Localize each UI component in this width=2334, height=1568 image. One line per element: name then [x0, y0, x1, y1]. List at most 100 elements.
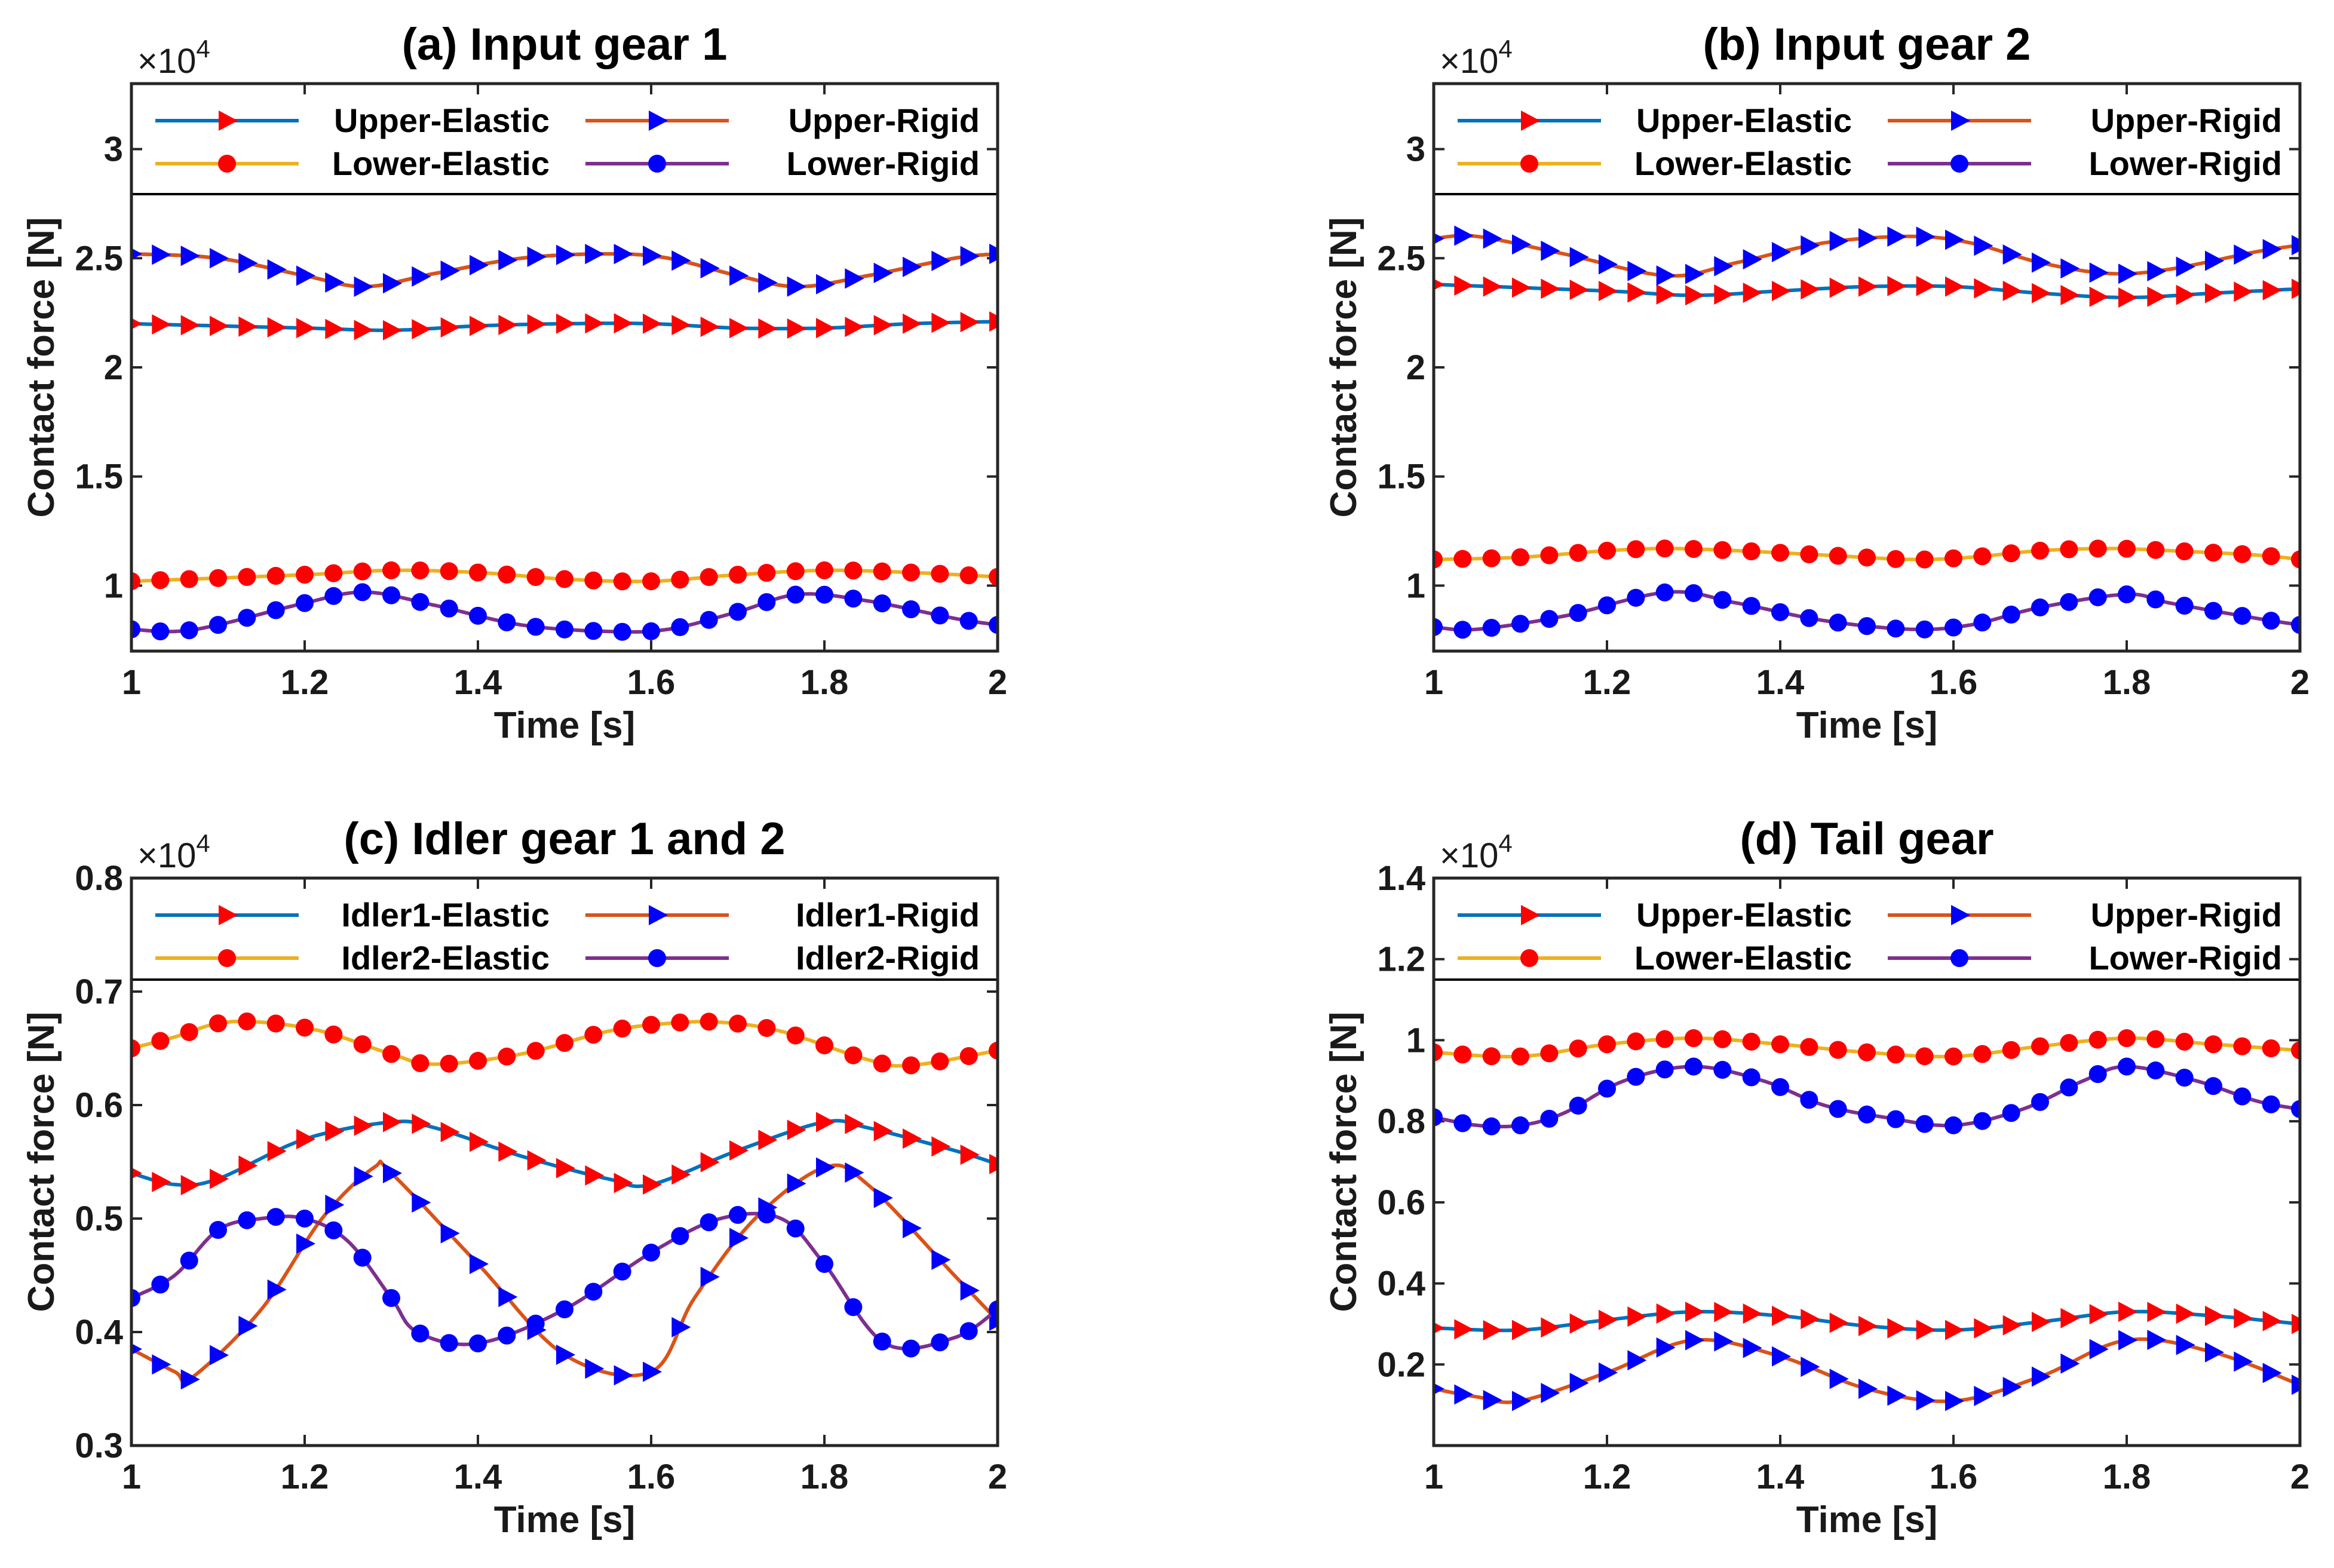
data-point: [498, 1326, 516, 1345]
data-point: [2118, 1057, 2136, 1076]
data-point: [210, 1168, 229, 1189]
data-point: [1829, 547, 1847, 565]
data-point: [1685, 1029, 1703, 1048]
data-point: [470, 254, 489, 275]
data-point: [152, 314, 171, 335]
data-point: [757, 593, 776, 611]
data-point: [1916, 275, 1936, 296]
data-point: [1714, 1331, 1734, 1352]
data-point: [614, 1365, 633, 1386]
data-point: [1627, 1350, 1647, 1371]
data-point: [1945, 1116, 1962, 1134]
data-point: [1685, 584, 1703, 602]
x-tick-label: 1.4: [1756, 1457, 1805, 1496]
data-point: [1945, 276, 1964, 297]
y-tick-label: 0.3: [75, 1426, 123, 1465]
data-point: [931, 312, 951, 333]
data-point: [1771, 1035, 1789, 1054]
data-point: [729, 603, 747, 621]
data-point: [786, 585, 805, 604]
data-point: [2002, 1104, 2020, 1122]
data-point: [1656, 284, 1676, 305]
data-point: [643, 313, 662, 334]
data-point: [1685, 1330, 1704, 1351]
data-point: [440, 599, 458, 618]
data-point: [238, 1315, 258, 1336]
series-upper-elastic: [1434, 1302, 2300, 1340]
data-point: [902, 563, 920, 582]
data-point: [1829, 231, 1849, 251]
y-tick-label: 2: [1406, 348, 1425, 387]
data-point: [1916, 1320, 1936, 1340]
data-point: [1771, 544, 1789, 562]
data-point: [2292, 1314, 2300, 1334]
axes-box: [130, 876, 999, 1447]
legend-entry-2: Upper-Rigid: [585, 102, 980, 139]
data-point: [2175, 1069, 2194, 1087]
data-point: [903, 256, 922, 277]
data-point: [2262, 280, 2282, 300]
data-point: [1655, 1030, 1674, 1048]
data-point: [1915, 550, 1934, 569]
data-point: [787, 1119, 806, 1140]
data-point: [960, 312, 980, 333]
data-point: [1973, 613, 1992, 632]
data-point: [1434, 232, 1444, 244]
data-point: [1434, 1383, 1444, 1395]
data-point: [2146, 541, 2165, 559]
data-point: [903, 313, 922, 334]
data-point: [151, 1275, 170, 1294]
y-tick-label: 1.5: [75, 458, 123, 496]
data-point: [729, 265, 749, 286]
data-point: [1483, 276, 1502, 297]
data-point: [1772, 1305, 1791, 1326]
series-line: [1434, 590, 2300, 632]
data-point: [1511, 1116, 1529, 1134]
data-point: [1887, 226, 1907, 247]
x-tick-label: 1: [122, 1457, 141, 1496]
legend-entry-3: Lower-Elastic: [1458, 145, 1852, 182]
data-point: [131, 620, 140, 639]
y-tick-label: 0.6: [1377, 1183, 1425, 1222]
y-axis-label: Contact force [N]: [1323, 1012, 1364, 1312]
data-point: [151, 571, 170, 590]
series-upper-elastic: [1434, 275, 2300, 308]
data-point: [989, 616, 998, 634]
data-point: [931, 606, 949, 625]
data-point: [1598, 1079, 1616, 1098]
data-point: [931, 1249, 951, 1270]
y-tick-label: 0.4: [1377, 1265, 1425, 1303]
data-point: [2060, 258, 2080, 279]
legend-entry-3: Lower-Elastic: [1458, 939, 1852, 977]
data-point: [131, 1167, 142, 1179]
data-point: [354, 1115, 373, 1136]
legend-entry-2: Upper-Rigid: [1888, 896, 2282, 934]
data-point: [1599, 1309, 1618, 1330]
data-point: [2118, 539, 2136, 558]
data-point: [642, 572, 660, 591]
data-point: [1771, 603, 1789, 621]
series-layer: [1434, 1029, 2300, 1411]
data-point: [324, 1025, 343, 1044]
y-tick-label: 1: [104, 566, 123, 605]
data-point: [1454, 1384, 1474, 1405]
data-point: [959, 566, 978, 585]
x-tick-label: 1.6: [1930, 663, 1978, 702]
data-point: [2204, 544, 2222, 562]
data-point: [1714, 256, 1734, 277]
axes-box: [1432, 82, 2302, 653]
data-point: [845, 268, 864, 289]
data-point: [2060, 593, 2078, 611]
x-tick-label: 1: [1424, 1457, 1443, 1496]
data-point: [2205, 1342, 2224, 1363]
data-point: [1858, 1043, 1876, 1061]
series-layer: [131, 244, 998, 641]
data-point: [2262, 547, 2280, 566]
data-point: [1627, 588, 1645, 607]
data-point: [526, 1314, 545, 1333]
legend-label: Idler1-Elastic: [341, 896, 550, 934]
data-point: [2118, 287, 2137, 308]
data-point: [2234, 1351, 2253, 1372]
data-point: [1887, 619, 1905, 638]
data-point: [238, 1012, 256, 1030]
